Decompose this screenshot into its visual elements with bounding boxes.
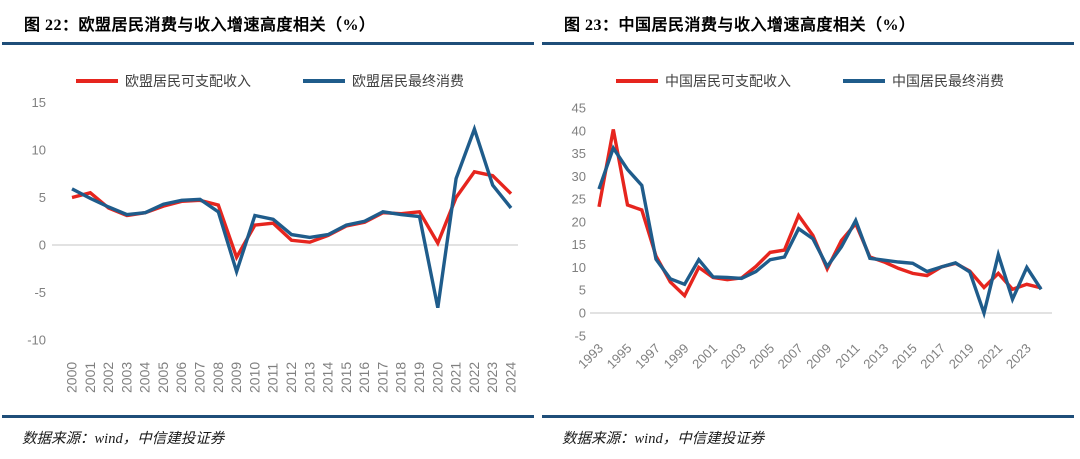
x-axis-tick-label: 1993: [575, 341, 606, 372]
y-axis-tick-label: 10: [572, 260, 586, 275]
legend-item-china-consumption: 中国居民最终消费: [843, 71, 1004, 91]
legend-item-china-income: 中国居民可支配收入: [616, 71, 791, 91]
x-axis-tick-label: 2002: [100, 362, 116, 393]
x-axis-tick-label: 2003: [718, 341, 749, 372]
x-axis-tick-label: 2021: [448, 362, 464, 393]
y-axis-tick-label: 0: [39, 238, 46, 253]
x-axis-tick-label: 2005: [746, 341, 777, 372]
x-axis-tick-label: 2020: [429, 362, 445, 393]
y-axis-tick-label: 15: [572, 237, 586, 252]
x-axis-tick-label: 2008: [210, 362, 226, 393]
x-axis-tick-label: 2007: [192, 362, 208, 393]
x-axis-tick-label: 2003: [118, 362, 134, 393]
y-axis-tick-label: 5: [39, 190, 46, 205]
x-axis-tick-label: 2023: [484, 362, 500, 393]
x-axis-tick-label: 2021: [974, 341, 1005, 372]
x-axis-tick-label: 2001: [82, 362, 98, 393]
x-axis-tick-label: 2011: [265, 363, 281, 393]
x-axis-tick-label: 1999: [661, 341, 692, 372]
legend-line-blue-icon: [303, 79, 345, 83]
x-axis-tick-label: 2017: [917, 341, 948, 372]
source-row-eu: 数据来源：wind，中信建投证券: [2, 415, 534, 459]
x-axis-tick-label: 2017: [374, 362, 390, 393]
y-axis-tick-label: 35: [572, 146, 586, 161]
source-note-eu: 数据来源：wind，中信建投证券: [22, 431, 225, 447]
y-axis-tick-label: 5: [579, 283, 586, 298]
y-axis-tick-label: -5: [34, 285, 46, 300]
x-axis-tick-label: 2015: [338, 362, 354, 393]
x-axis-tick-label: 2022: [466, 362, 482, 393]
line-chart-china: 454035302520151050-519931995199719992001…: [572, 100, 1052, 372]
legend-line-blue-icon: [843, 79, 885, 83]
legend-line-red-icon: [76, 79, 118, 83]
y-axis-tick-label: -5: [574, 328, 586, 343]
x-axis-tick-label: 2000: [64, 362, 80, 393]
x-axis-tick-label: 2014: [320, 362, 336, 393]
y-axis-tick-label: 30: [572, 169, 586, 184]
x-axis-tick-label: 2018: [393, 362, 409, 393]
x-axis-tick-label: 2009: [228, 362, 244, 393]
x-axis-tick-label: 1997: [632, 341, 663, 372]
y-axis-tick-label: 45: [572, 100, 586, 115]
legend-label-eu-income: 欧盟居民可支配收入: [125, 73, 251, 89]
chart-title-china: 图 23：中国居民消费与收入增速高度相关（%）: [542, 0, 1074, 45]
x-axis-tick-label: 2009: [803, 341, 834, 372]
series-line-consumption: [71, 123, 513, 309]
x-axis-tick-label: 2004: [137, 362, 153, 393]
y-axis-tick-label: -10: [27, 333, 46, 348]
legend-item-eu-consumption: 欧盟居民最终消费: [303, 71, 464, 91]
x-axis-tick-label: 2006: [173, 362, 189, 393]
x-axis-tick-label: 2005: [155, 362, 171, 393]
x-axis-tick-label: 2019: [411, 362, 427, 393]
source-row-china: 数据来源：wind，中信建投证券: [542, 415, 1074, 459]
y-axis-tick-label: 40: [572, 123, 586, 138]
legend-line-red-icon: [616, 79, 658, 83]
x-axis-tick-label: 2007: [775, 341, 806, 372]
x-axis-tick-label: 2016: [356, 362, 372, 393]
x-axis-tick-label: 2024: [502, 362, 518, 393]
legend-label-china-consumption: 中国居民最终消费: [892, 73, 1004, 89]
x-axis-tick-label: 2010: [246, 362, 262, 393]
x-axis-tick-label: 2013: [860, 341, 891, 372]
y-axis-tick-label: 0: [579, 306, 586, 321]
x-axis-tick-label: 2001: [689, 341, 720, 372]
legend-item-eu-income: 欧盟居民可支配收入: [76, 71, 251, 91]
y-axis-tick-label: 10: [32, 143, 46, 158]
x-axis-tick-label: 2012: [283, 362, 299, 393]
y-axis-tick-label: 25: [572, 192, 586, 207]
chart-title-eu: 图 22：欧盟居民消费与收入增速高度相关（%）: [2, 0, 534, 45]
legend-label-china-income: 中国居民可支配收入: [665, 73, 791, 89]
x-axis-tick-label: 2023: [1003, 341, 1034, 372]
y-axis-tick-label: 20: [572, 214, 586, 229]
legend-label-eu-consumption: 欧盟居民最终消费: [352, 73, 464, 89]
x-axis-tick-label: 2019: [946, 341, 977, 372]
x-axis-tick-label: 2015: [889, 341, 920, 372]
source-note-china: 数据来源：wind，中信建投证券: [562, 431, 765, 447]
chart-panel-china: 图 23：中国居民消费与收入增速高度相关（%） 中国居民可支配收入 中国居民最终…: [540, 0, 1080, 459]
x-axis-tick-label: 2011: [832, 341, 862, 371]
legend-china: 中国居民可支配收入 中国居民最终消费: [540, 71, 1080, 91]
x-axis-tick-label: 1995: [604, 341, 635, 372]
chart-panel-eu: 图 22：欧盟居民消费与收入增速高度相关（%） 欧盟居民可支配收入 欧盟居民最终…: [0, 0, 540, 459]
series-line-consumption: [597, 144, 1043, 319]
x-axis-tick-label: 2013: [301, 362, 317, 393]
legend-eu: 欧盟居民可支配收入 欧盟居民最终消费: [0, 71, 540, 91]
y-axis-tick-label: 15: [32, 95, 46, 110]
